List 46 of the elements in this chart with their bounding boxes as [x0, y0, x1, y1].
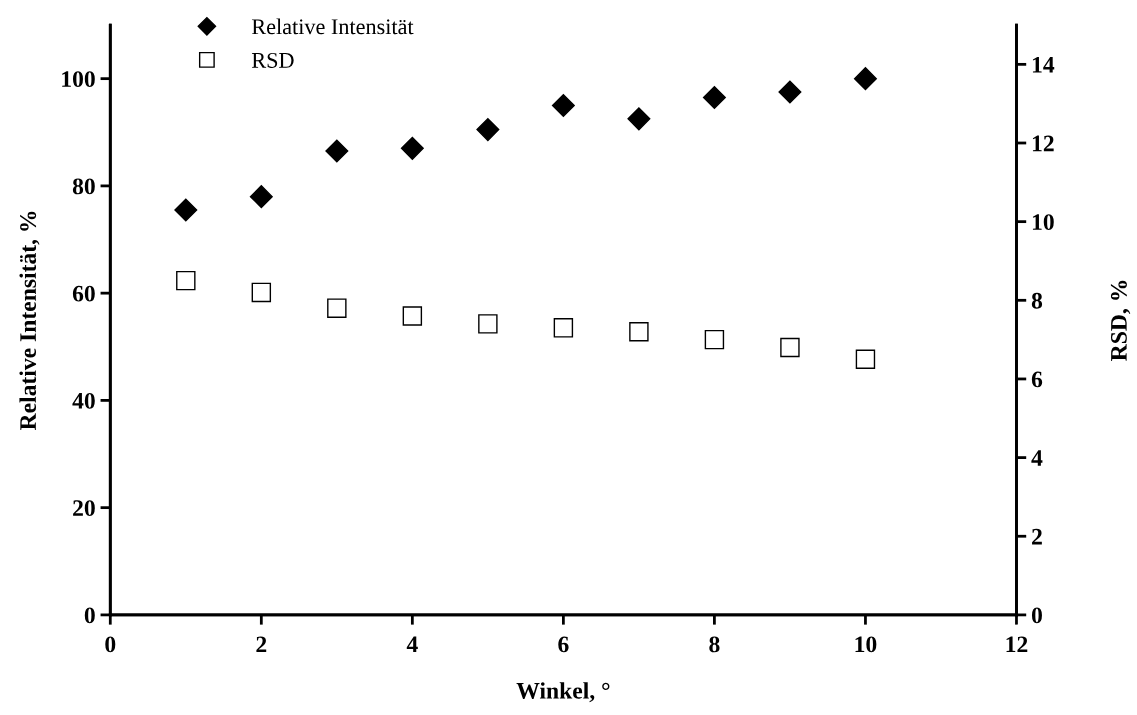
point: [478, 314, 498, 334]
point: [853, 67, 877, 91]
y-tick-label: 20: [73, 500, 95, 517]
y2-tick-label: 10: [1032, 214, 1054, 231]
y-tick-label: 80: [72, 178, 95, 195]
y-tick-label: 60: [72, 285, 95, 302]
legend-label: RSD: [251, 52, 294, 68]
y-tick-label: 0: [84, 607, 95, 624]
y2-tick-label: 14: [1032, 56, 1055, 73]
y2-tick-label: 0: [1031, 607, 1042, 624]
x-tick-label: 6: [558, 636, 569, 653]
y2-tick-label: 8: [1031, 292, 1043, 309]
point: [174, 198, 198, 222]
x-tick-label: 4: [406, 636, 418, 653]
point: [551, 93, 575, 117]
point: [402, 306, 423, 326]
point: [629, 322, 649, 342]
point: [855, 349, 876, 370]
y2-tick-label: 12: [1032, 135, 1054, 152]
x-tick-label: 8: [709, 636, 720, 653]
x-tick-label: 12: [1006, 636, 1028, 653]
legend-label: Relative Intensität: [251, 18, 414, 35]
y2-axis-title: RSD, %: [1110, 280, 1131, 361]
point: [702, 85, 726, 109]
point: [176, 270, 196, 291]
point: [325, 139, 349, 163]
point: [780, 337, 800, 358]
y2-tick-label: 4: [1031, 450, 1043, 466]
point: [327, 298, 347, 318]
point: [251, 282, 272, 303]
x-tick-label: 0: [105, 636, 116, 653]
point: [553, 318, 574, 338]
point: [627, 107, 651, 131]
point: [476, 118, 500, 142]
y-tick-label: 100: [62, 71, 95, 88]
point: [704, 329, 725, 350]
x-tick-label: 10: [855, 636, 877, 653]
y2-tick-label: 2: [1032, 528, 1042, 545]
y-tick-label: 40: [72, 392, 95, 409]
point: [249, 185, 273, 209]
y2-tick-label: 6: [1031, 371, 1043, 388]
y-axis-title: Relative Intensität, %: [19, 211, 40, 431]
x-tick-label: 2: [256, 636, 267, 653]
point: [778, 80, 802, 104]
x-axis-title: Winkel, °: [516, 682, 610, 703]
point: [400, 136, 424, 160]
